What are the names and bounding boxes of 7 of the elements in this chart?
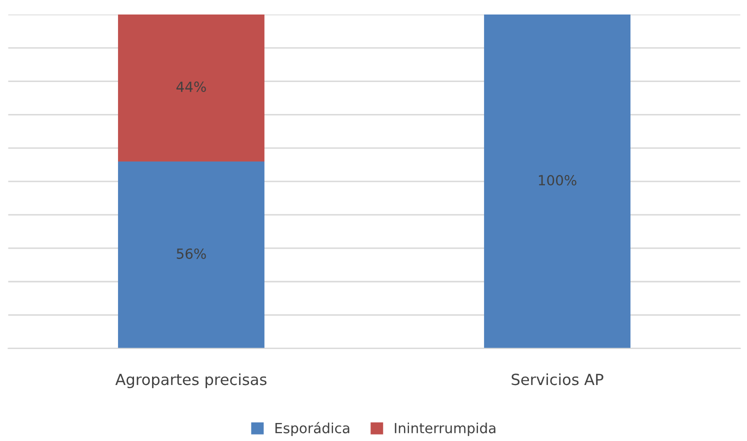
legend-label: Ininterrumpida bbox=[394, 422, 496, 436]
data-label: 100% bbox=[538, 174, 576, 186]
x-tick-label: Agropartes precisas bbox=[115, 373, 266, 388]
x-tick-label: Servicios AP bbox=[512, 373, 604, 386]
data-label: 44% bbox=[176, 82, 206, 92]
data-label: 56% bbox=[176, 248, 206, 259]
legend-label: Esporádica bbox=[275, 422, 350, 436]
